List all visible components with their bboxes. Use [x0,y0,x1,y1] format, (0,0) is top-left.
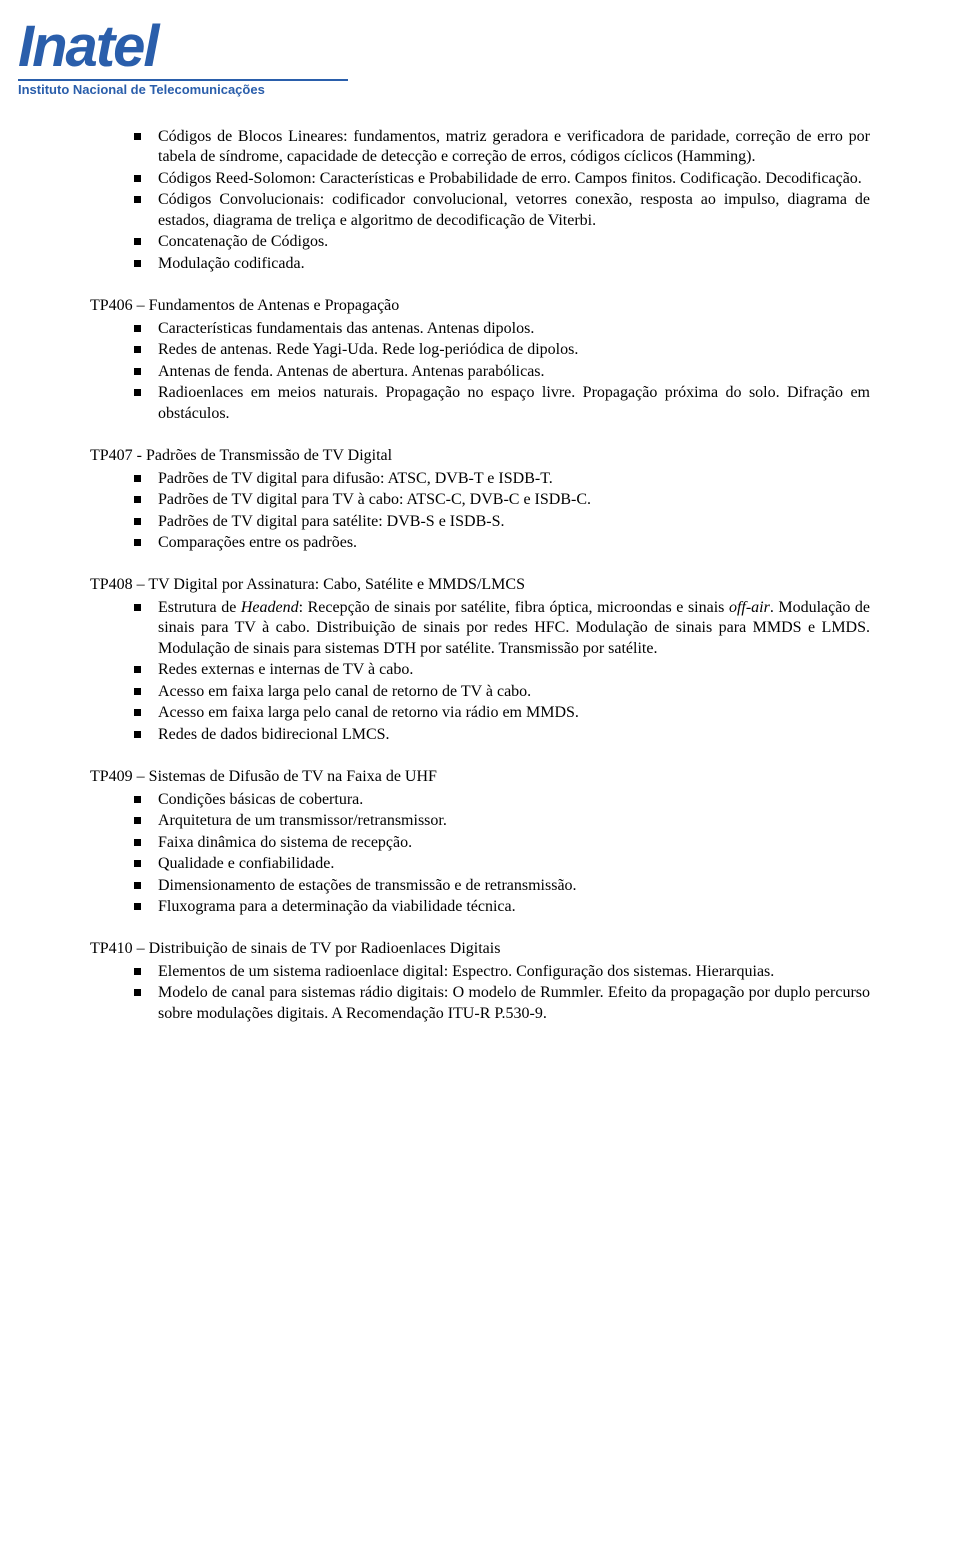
section: TP407 - Padrões de Transmissão de TV Dig… [90,446,870,553]
list-item: Redes de antenas. Rede Yagi-Uda. Rede lo… [134,340,870,360]
bullet-list: Características fundamentais das antenas… [90,319,870,424]
list-item: Condições básicas de cobertura. [134,790,870,810]
section-title: TP409 – Sistemas de Difusão de TV na Fai… [90,767,870,787]
list-item: Modulação codificada. [134,254,870,274]
list-item: Estrutura de Headend: Recepção de sinais… [134,598,870,659]
document-body: Códigos de Blocos Lineares: fundamentos,… [0,97,960,1024]
list-item: Padrões de TV digital para satélite: DVB… [134,512,870,532]
bullet-list: Padrões de TV digital para difusão: ATSC… [90,469,870,554]
list-item: Modelo de canal para sistemas rádio digi… [134,983,870,1024]
list-item: Códigos Convolucionais: codificador conv… [134,190,870,231]
list-item: Qualidade e confiabilidade. [134,854,870,874]
list-item: Códigos de Blocos Lineares: fundamentos,… [134,127,870,168]
section-title: TP406 – Fundamentos de Antenas e Propaga… [90,296,870,316]
section: TP408 – TV Digital por Assinatura: Cabo,… [90,575,870,745]
logo-sub-text: Instituto Nacional de Telecomunicações [18,82,960,97]
list-item: Acesso em faixa larga pelo canal de reto… [134,703,870,723]
section-title: TP408 – TV Digital por Assinatura: Cabo,… [90,575,870,595]
bullet-list: Códigos de Blocos Lineares: fundamentos,… [90,127,870,274]
logo-main-text: Inatel [18,18,960,76]
list-item: Faixa dinâmica do sistema de recepção. [134,833,870,853]
list-item: Características fundamentais das antenas… [134,319,870,339]
logo-divider [18,79,348,81]
list-item: Códigos Reed-Solomon: Características e … [134,169,870,189]
section: TP410 – Distribuição de sinais de TV por… [90,939,870,1024]
list-item: Padrões de TV digital para TV à cabo: AT… [134,490,870,510]
bullet-list: Condições básicas de cobertura.Arquitetu… [90,790,870,918]
section: TP409 – Sistemas de Difusão de TV na Fai… [90,767,870,917]
list-item: Padrões de TV digital para difusão: ATSC… [134,469,870,489]
list-item: Redes de dados bidirecional LMCS. [134,725,870,745]
list-item: Acesso em faixa larga pelo canal de reto… [134,682,870,702]
logo-header: Inatel Instituto Nacional de Telecomunic… [0,0,960,97]
bullet-list: Estrutura de Headend: Recepção de sinais… [90,598,870,745]
section-title: TP407 - Padrões de Transmissão de TV Dig… [90,446,870,466]
list-item: Redes externas e internas de TV à cabo. [134,660,870,680]
list-item: Radioenlaces em meios naturais. Propagaç… [134,383,870,424]
list-item: Concatenação de Códigos. [134,232,870,252]
list-item: Comparações entre os padrões. [134,533,870,553]
section: Códigos de Blocos Lineares: fundamentos,… [90,127,870,274]
section-title: TP410 – Distribuição de sinais de TV por… [90,939,870,959]
bullet-list: Elementos de um sistema radioenlace digi… [90,962,870,1024]
list-item: Antenas de fenda. Antenas de abertura. A… [134,362,870,382]
list-item: Fluxograma para a determinação da viabil… [134,897,870,917]
list-item: Dimensionamento de estações de transmiss… [134,876,870,896]
list-item: Arquitetura de um transmissor/retransmis… [134,811,870,831]
section: TP406 – Fundamentos de Antenas e Propaga… [90,296,870,424]
list-item: Elementos de um sistema radioenlace digi… [134,962,870,982]
